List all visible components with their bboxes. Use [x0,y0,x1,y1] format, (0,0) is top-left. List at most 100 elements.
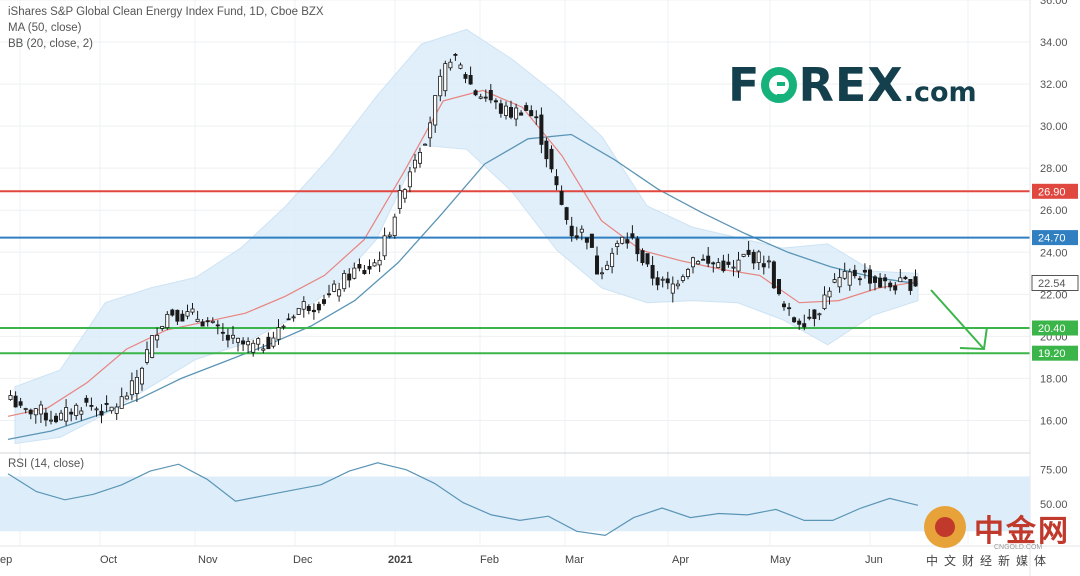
price-axis-tick: 30.00 [1040,121,1068,133]
candle-body [812,309,817,319]
candle-body [726,261,731,265]
candle-body [69,411,74,415]
candle-body [650,264,655,279]
candle-body [225,334,230,341]
candle-body [913,276,918,287]
candle-body [316,303,321,311]
candle-body [660,278,665,281]
candle-body [468,75,473,85]
candle-body [529,110,534,117]
candle-body [761,263,766,268]
candle-body [600,272,605,275]
time-axis-label: Nov [198,554,218,566]
candle-body [266,336,271,350]
price-axis-tick: 32.00 [1040,79,1068,91]
candle-body [514,107,519,120]
candle-body [721,260,726,272]
candle-body [165,313,170,328]
candle-body [139,367,144,385]
candle-body [296,307,301,315]
candle-body [215,324,220,327]
candle-body [276,327,281,340]
candle-body [134,376,139,394]
candle-body [751,251,756,264]
candle-body [488,90,493,101]
candle-body [119,396,124,409]
candle-body [675,283,680,287]
candle-body [579,228,584,233]
candle-body [23,408,28,410]
candle-body [827,290,832,298]
candle-body [842,270,847,279]
time-axis-label: May [770,554,791,566]
forex-logo-o-icon [761,67,798,103]
cngold-logo-icon [924,506,966,548]
candle-body [372,262,377,267]
candle-body [84,397,89,403]
rsi-indicator-label[interactable]: RSI (14, close) [8,458,85,470]
candle-body [640,250,645,264]
price-axis-tick: 28.00 [1040,163,1068,175]
price-axis-tick: 22.00 [1040,289,1068,301]
candle-body [99,410,104,416]
candle-body [261,348,266,351]
rsi-axis-tick: 50.00 [1040,499,1068,511]
candle-body [13,395,18,408]
time-axis-label: Mar [565,554,584,566]
ma-indicator-label[interactable]: MA (50, close) [8,22,82,34]
candle-body [574,235,579,239]
candle-body [43,412,48,421]
candle-body [903,276,908,280]
candle-body [862,269,867,273]
cngold-title: 中金网 [974,514,1070,549]
candle-body [625,239,630,244]
candle-body [539,114,544,145]
candle-body [483,96,488,99]
candle-body [655,277,660,286]
candle-body [665,278,670,284]
candle-body [160,325,165,329]
last-price-badge-bg [1031,275,1079,291]
candle-body [883,277,888,282]
candle-body [271,337,276,347]
candle-body [584,237,589,243]
candle-body [878,277,883,288]
candle-body [241,340,246,345]
candle-body [868,269,873,284]
candle-body [635,238,640,255]
rsi-axis-tick: 75.00 [1040,465,1068,477]
candle-body [549,148,554,170]
time-axis-label: Jun [865,554,883,566]
candle-body [559,190,564,205]
candle-body [94,408,99,411]
candle-body [28,409,33,415]
candle-body [817,313,822,316]
candle-body [534,116,539,119]
candle-body [200,321,205,327]
candle-body [74,404,79,416]
forex-logo-suffix: .com [903,77,977,108]
forecast-arrow-head-icon [959,326,988,351]
level-badge-19-20: 19.20 [1038,348,1066,360]
candle-body [807,316,812,319]
candle-body [756,251,761,263]
candle-body [792,317,797,323]
candle-body [33,408,38,416]
last-price-badge: 22.54 [1038,278,1066,290]
candle-body [337,289,342,297]
candle-body [407,171,412,188]
cngold-domain: CNGOLD.COM [994,544,1043,551]
candle-body [893,285,898,291]
bb-basis-line [7,89,919,417]
candle-body [463,74,468,79]
candle-body [246,341,251,346]
candle-body [589,233,594,248]
bb-indicator-label[interactable]: BB (20, close, 2) [8,38,94,50]
candle-body [852,269,857,277]
time-axis-label: Apr [672,554,689,566]
candle-body [392,216,397,237]
price-axis-tick: 16.00 [1040,416,1068,428]
candle-body [564,207,569,221]
candle-body [321,299,326,304]
